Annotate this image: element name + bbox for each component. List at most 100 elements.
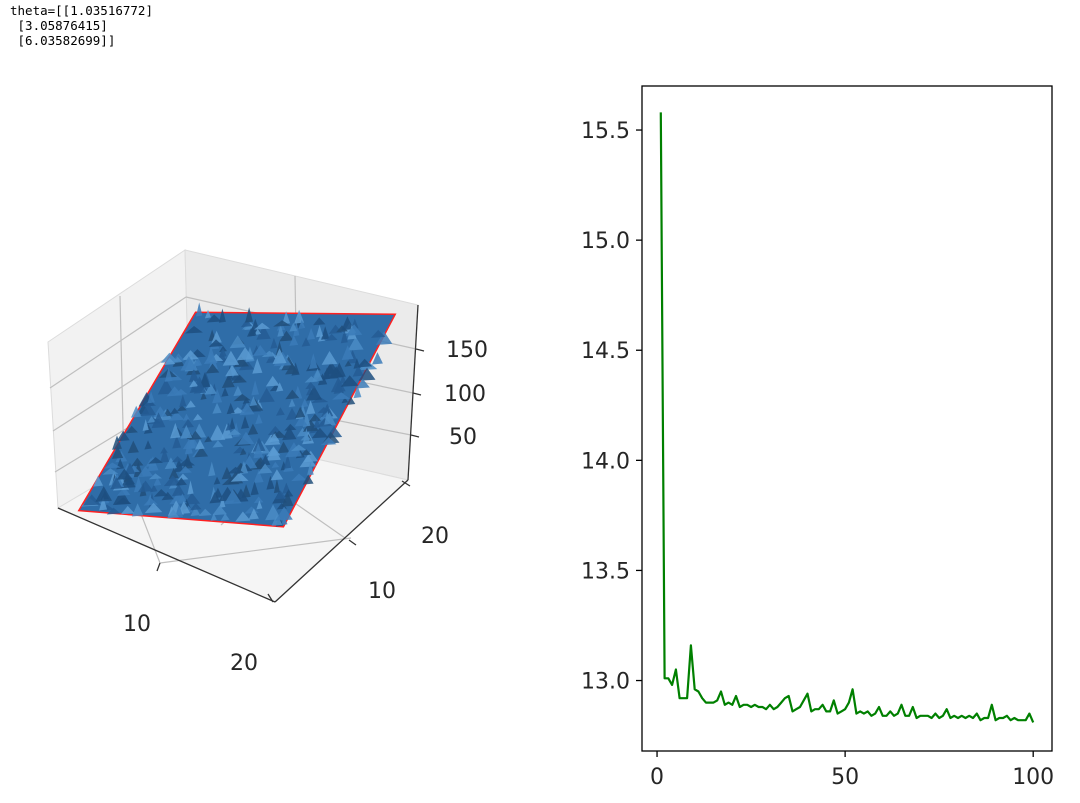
z-tick-label: 50 bbox=[449, 425, 477, 450]
output-line: [3.05876415] bbox=[10, 18, 108, 33]
surface-facet bbox=[330, 377, 346, 393]
surface-facet bbox=[306, 385, 322, 401]
surface-facet bbox=[169, 492, 187, 505]
surface-facet bbox=[163, 357, 176, 365]
surface-facet bbox=[218, 308, 226, 323]
surface-facet bbox=[277, 441, 290, 454]
surface-facet bbox=[281, 516, 288, 526]
surface-facet bbox=[225, 422, 232, 431]
surface-facet bbox=[147, 391, 155, 404]
surface-facet bbox=[183, 492, 201, 505]
surface-facet bbox=[160, 352, 179, 363]
surface-facet bbox=[302, 420, 319, 432]
surface-facet bbox=[190, 506, 201, 517]
surface-facet bbox=[183, 413, 190, 421]
surface-facet bbox=[219, 496, 226, 508]
surface-facet bbox=[283, 453, 292, 469]
surface-facet bbox=[99, 496, 108, 511]
surface-facet bbox=[196, 302, 203, 317]
surface-facet bbox=[222, 476, 240, 486]
surface-facet bbox=[164, 457, 177, 470]
surface-facet bbox=[340, 375, 359, 387]
surface-facet bbox=[316, 325, 324, 338]
surface-facet bbox=[163, 475, 182, 487]
surface-facet bbox=[290, 444, 307, 452]
x-tick-label: 50 bbox=[831, 765, 859, 790]
surface-facet bbox=[313, 417, 321, 429]
surface-facet bbox=[375, 331, 393, 345]
surface-facet bbox=[213, 476, 221, 485]
surface-facet bbox=[194, 446, 209, 458]
surface-facet bbox=[235, 511, 251, 522]
surface-facet bbox=[352, 365, 364, 377]
surface-facet bbox=[164, 367, 173, 382]
surface-facet bbox=[112, 435, 122, 450]
z-tick-label: 150 bbox=[446, 338, 488, 363]
axis-ticks bbox=[156, 348, 425, 603]
surface-facet bbox=[265, 375, 280, 387]
surface-facet bbox=[325, 333, 338, 341]
surface-facet bbox=[253, 470, 264, 483]
surface-facet bbox=[317, 333, 325, 342]
surface-facet bbox=[239, 461, 249, 475]
surface-facet bbox=[323, 367, 331, 380]
surface-facet bbox=[227, 429, 242, 436]
surface-facet bbox=[171, 483, 185, 497]
surface-facet bbox=[206, 314, 222, 323]
surface-facet bbox=[144, 502, 163, 514]
surface-facet bbox=[224, 489, 242, 505]
surface-facet bbox=[289, 335, 299, 346]
surface-facet bbox=[124, 476, 135, 485]
surface-facet bbox=[190, 502, 202, 511]
surface-facet bbox=[204, 309, 211, 319]
surface-facet bbox=[131, 457, 144, 467]
surface-facet bbox=[219, 347, 227, 358]
surface-facet bbox=[266, 475, 275, 490]
surface-facet bbox=[221, 387, 229, 397]
surface-facet bbox=[298, 319, 306, 329]
surface-facet bbox=[276, 382, 284, 392]
surface-facet bbox=[282, 311, 291, 325]
surface-facet bbox=[270, 469, 284, 481]
surface-facet bbox=[206, 346, 216, 362]
surface-facet bbox=[273, 320, 291, 327]
surface-facet bbox=[229, 335, 246, 349]
loss-line-plot: 0 50 100 13.0 13.5 14.0 14.5 15.0 15.5 bbox=[581, 85, 1054, 790]
y-tick-label: 13.0 bbox=[581, 670, 630, 695]
surface-facet bbox=[274, 490, 287, 500]
surface-facet bbox=[300, 398, 309, 408]
surface-facet bbox=[284, 423, 297, 431]
surface-facet bbox=[167, 509, 180, 519]
surface-facet bbox=[208, 339, 224, 347]
y-tick-label: 14.5 bbox=[581, 339, 630, 364]
surface-facet bbox=[180, 356, 198, 371]
surface-facet bbox=[189, 368, 199, 382]
surface-facet bbox=[248, 326, 257, 337]
surface-facet bbox=[261, 350, 277, 358]
surface-facet bbox=[103, 462, 121, 469]
x-tick-label: 0 bbox=[650, 765, 664, 790]
surface-facet bbox=[192, 359, 201, 367]
surface-facet bbox=[372, 352, 383, 365]
surface-facet bbox=[231, 371, 243, 381]
surface-facet bbox=[222, 350, 240, 366]
surface-facet bbox=[153, 477, 162, 486]
plot-frame bbox=[641, 85, 1053, 752]
surface-facet bbox=[209, 424, 226, 441]
surface-facet bbox=[275, 506, 293, 521]
surface-facet bbox=[168, 411, 185, 421]
axis-lines bbox=[57, 304, 419, 603]
surface-facet bbox=[308, 413, 321, 422]
surface-facet bbox=[271, 461, 280, 468]
surface-facet bbox=[193, 413, 203, 421]
surface-facet bbox=[212, 440, 224, 448]
surface-facet bbox=[294, 309, 304, 324]
surface-facet bbox=[311, 427, 329, 439]
surface-facet bbox=[233, 385, 243, 397]
surface-facet bbox=[221, 374, 235, 388]
surface-facet bbox=[357, 358, 373, 368]
surface-facet bbox=[256, 325, 271, 340]
surface-facet bbox=[353, 385, 362, 399]
surface-facet bbox=[237, 431, 255, 445]
